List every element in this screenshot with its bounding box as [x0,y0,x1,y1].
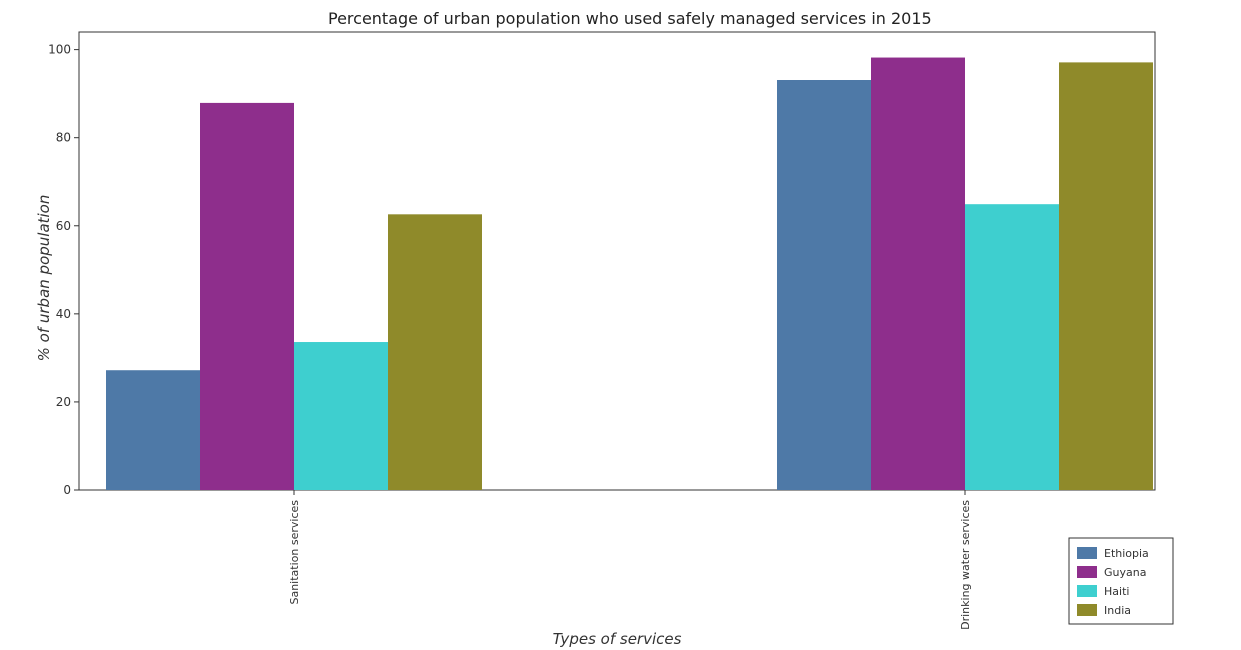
y-tick-label: 60 [56,219,71,233]
legend-swatch-haiti [1077,585,1097,597]
legend-swatch-ethiopia [1077,547,1097,559]
x-axis-label: Types of services [553,630,682,648]
bar-guyana-sanitation [200,102,294,491]
y-tick-label: 0 [63,483,71,497]
legend-swatch-guyana [1077,566,1097,578]
bar-india-sanitation [388,214,482,491]
y-tick-label: 80 [56,131,71,145]
bar-india-drinking-water [1059,62,1153,491]
chart-title: Percentage of urban population who used … [328,9,932,28]
bar-ethiopia-drinking-water [777,80,871,490]
y-tick-label: 20 [56,395,71,409]
bar-haiti-drinking-water [965,204,1059,491]
legend: Ethiopia Guyana Haiti India [1068,537,1174,625]
y-axis-label: % of urban population [35,195,53,362]
legend-label-guyana: Guyana [1104,566,1146,579]
bar-ethiopia-sanitation [106,370,200,490]
legend-label-haiti: Haiti [1104,585,1129,598]
y-tick-label: 100 [48,43,71,57]
plot-area: 0 20 40 60 80 100 Sanitation services Drinking … [48,31,1156,630]
bar-haiti-sanitation [294,342,388,490]
legend-label-india: India [1104,604,1131,617]
x-tick-label: Drinking water services [959,500,972,630]
y-tick-label: 40 [56,307,71,321]
plot-frame [78,31,1156,491]
bar-guyana-drinking-water [871,57,965,491]
legend-label-ethiopia: Ethiopia [1104,547,1149,560]
legend-swatch-india [1077,604,1097,616]
x-tick-label: Sanitation services [288,500,301,605]
